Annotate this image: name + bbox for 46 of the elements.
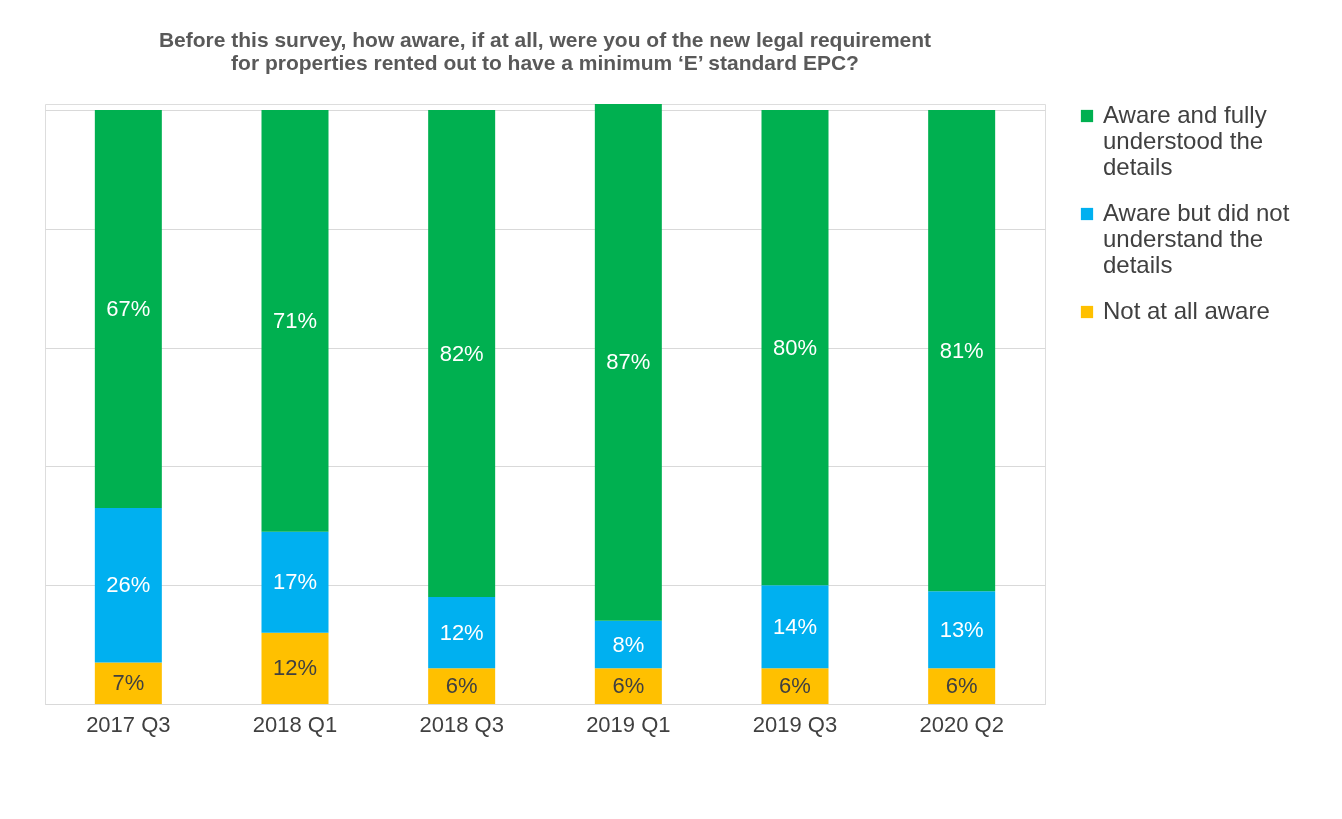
bar [261, 531, 329, 633]
data-label: 7% [112, 670, 145, 696]
chart-title: Before this survey, how aware, if at all, were you of the new legal requirement for properties rented out to have a minimum ‘E’ standard EPC? [158, 28, 932, 74]
bar [261, 632, 329, 704]
data-label: 6% [779, 673, 811, 699]
data-label: 80% [772, 334, 818, 360]
bar [94, 109, 162, 508]
bar [428, 109, 496, 598]
x-tick-label: 2018 Q1 [252, 711, 338, 737]
bar [261, 109, 329, 532]
x-tick-label: 2017 Q3 [86, 711, 171, 737]
bar [761, 668, 829, 704]
data-label: 67% [106, 295, 151, 321]
bar [928, 591, 996, 669]
bar [928, 109, 996, 592]
data-label: 6% [612, 673, 645, 699]
x-tick-label: 2019 Q1 [586, 711, 671, 737]
bar [428, 668, 496, 704]
bar [594, 104, 662, 621]
bar [594, 668, 662, 704]
data-label: 26% [106, 572, 151, 598]
x-tick-label: 2020 Q2 [919, 711, 1004, 737]
bar [594, 620, 662, 669]
legend-label: Aware and fully understood the details [1103, 101, 1267, 180]
data-label: 13% [939, 616, 984, 642]
data-label: 87% [606, 349, 651, 375]
data-label: 12% [439, 619, 484, 645]
data-label: 14% [772, 613, 818, 639]
data-label: 81% [939, 337, 984, 363]
legend-label: Aware but did not understand the details [1103, 199, 1290, 278]
x-tick-label: 2018 Q3 [419, 711, 504, 737]
bar [761, 109, 829, 586]
bar [428, 597, 496, 669]
bar [761, 585, 829, 669]
x-tick-label: 2019 Q3 [752, 711, 838, 737]
data-label: 6% [945, 673, 978, 699]
data-label: 12% [272, 655, 318, 681]
bar [94, 662, 162, 704]
bar [94, 507, 162, 663]
legend-label: Not at all aware [1103, 297, 1270, 324]
data-label: 82% [439, 340, 484, 366]
data-label: 6% [445, 673, 478, 699]
data-label: 17% [272, 569, 318, 595]
bar [928, 668, 996, 704]
data-label: 71% [272, 307, 318, 333]
data-label: 8% [612, 631, 645, 657]
